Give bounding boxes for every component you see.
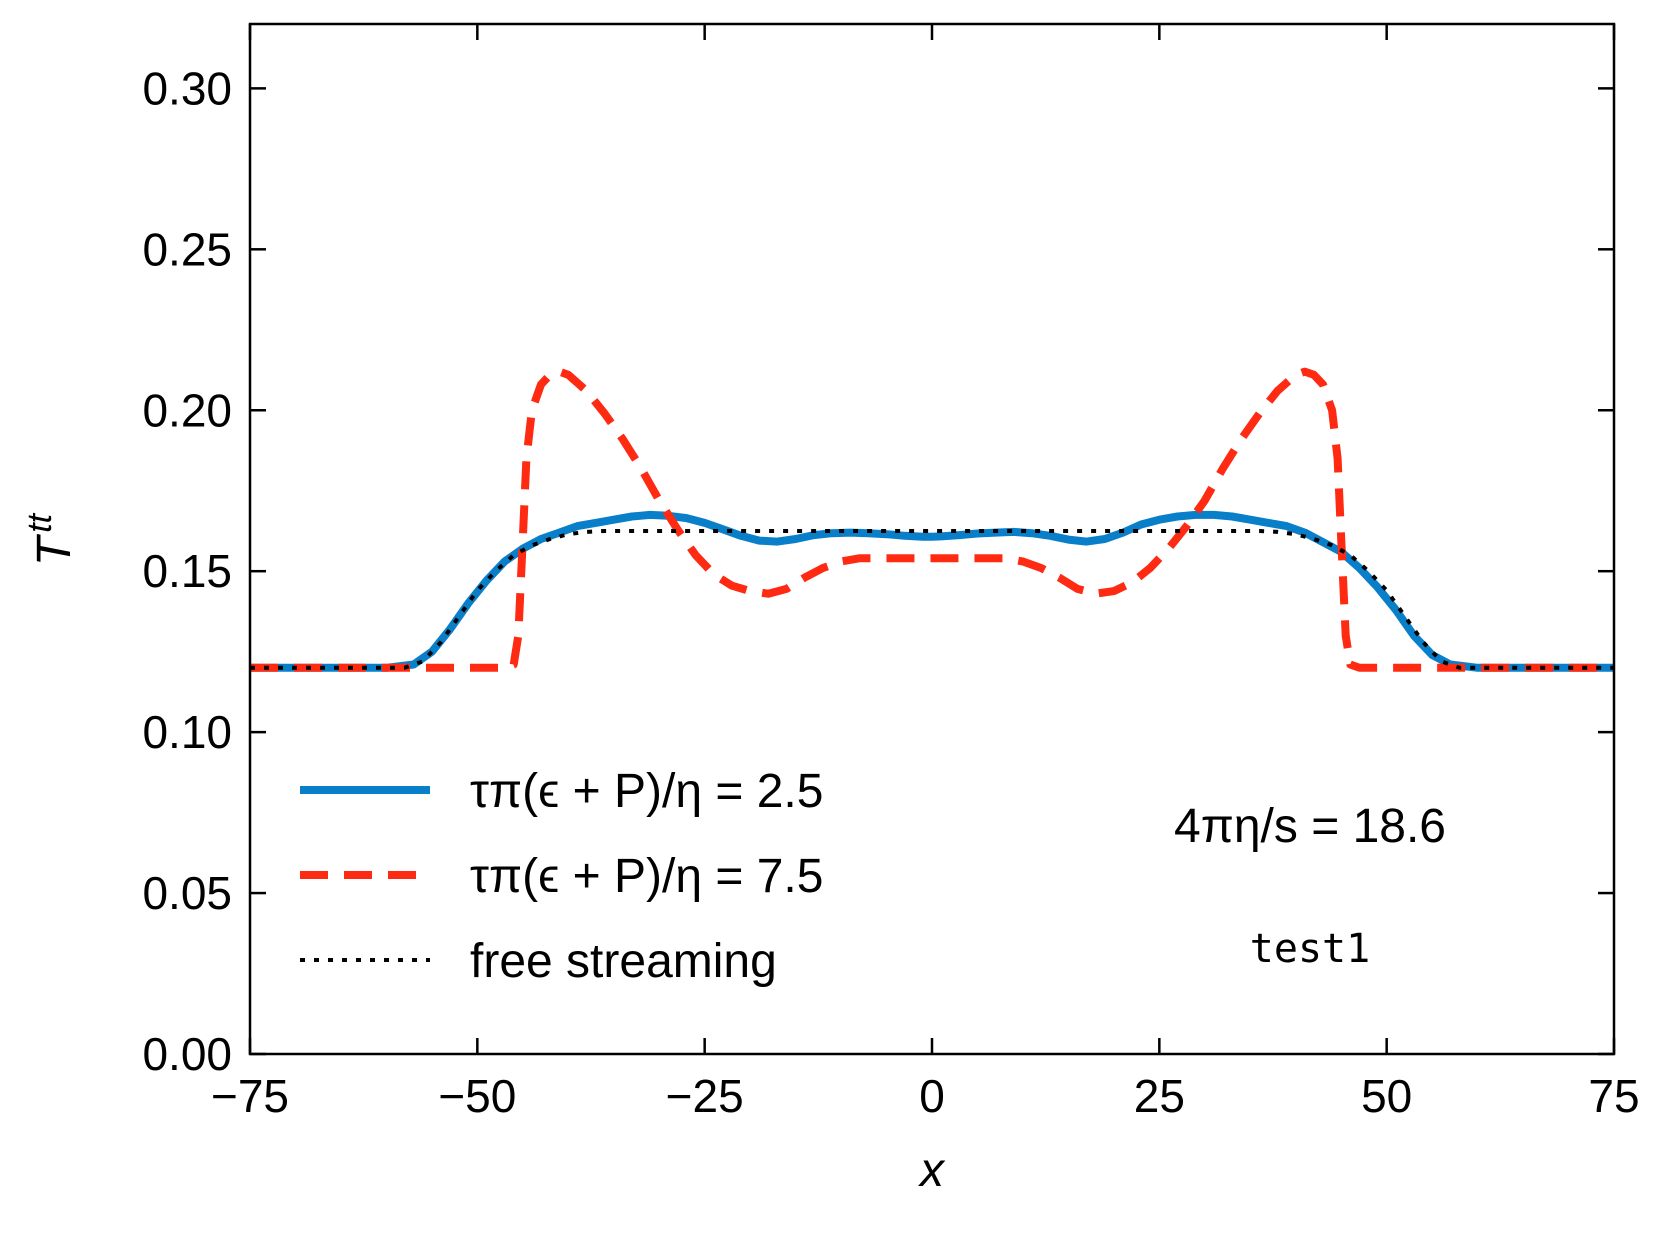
y-tick-label: 0.00 <box>142 1028 232 1080</box>
legend-label-series-2: τπ(ϵ + P)/η = 7.5 <box>470 850 823 903</box>
y-tick-label: 0.10 <box>142 706 232 758</box>
legend: τπ(ϵ + P)/η = 2.5 τπ(ϵ + P)/η = 7.5 free… <box>300 765 823 988</box>
x-tick-label: 75 <box>1588 1070 1639 1122</box>
viscosity-annotation: 4πη/s = 18.6 <box>1174 800 1446 853</box>
x-tick-labels: −75 −50 −25 0 25 50 75 <box>211 1070 1640 1122</box>
x-tick-label: −50 <box>438 1070 516 1122</box>
x-tick-label: −25 <box>666 1070 744 1122</box>
y-tick-label: 0.05 <box>142 867 232 919</box>
y-tick-label: 0.20 <box>142 384 232 436</box>
y-tick-labels: 0.00 0.05 0.10 0.15 0.20 0.25 0.30 <box>142 62 232 1080</box>
x-tick-label: −75 <box>211 1070 289 1122</box>
x-tick-label: 25 <box>1134 1070 1185 1122</box>
x-tick-label: 50 <box>1361 1070 1412 1122</box>
plot-lines <box>250 367 1614 672</box>
test-name-annotation: test1 <box>1250 926 1370 972</box>
y-tick-label: 0.30 <box>142 62 232 114</box>
y-tick-label: 0.25 <box>142 223 232 275</box>
series-line-1 <box>250 510 1614 672</box>
series-line-2 <box>250 367 1614 672</box>
x-tick-label: 0 <box>919 1070 945 1122</box>
y-tick-label: 0.15 <box>142 545 232 597</box>
legend-label-series-1: τπ(ϵ + P)/η = 2.5 <box>470 765 823 818</box>
legend-label-series-3: free streaming <box>470 935 777 988</box>
axis-ticks <box>248 24 1616 1056</box>
x-axis-label: x <box>918 1144 946 1197</box>
